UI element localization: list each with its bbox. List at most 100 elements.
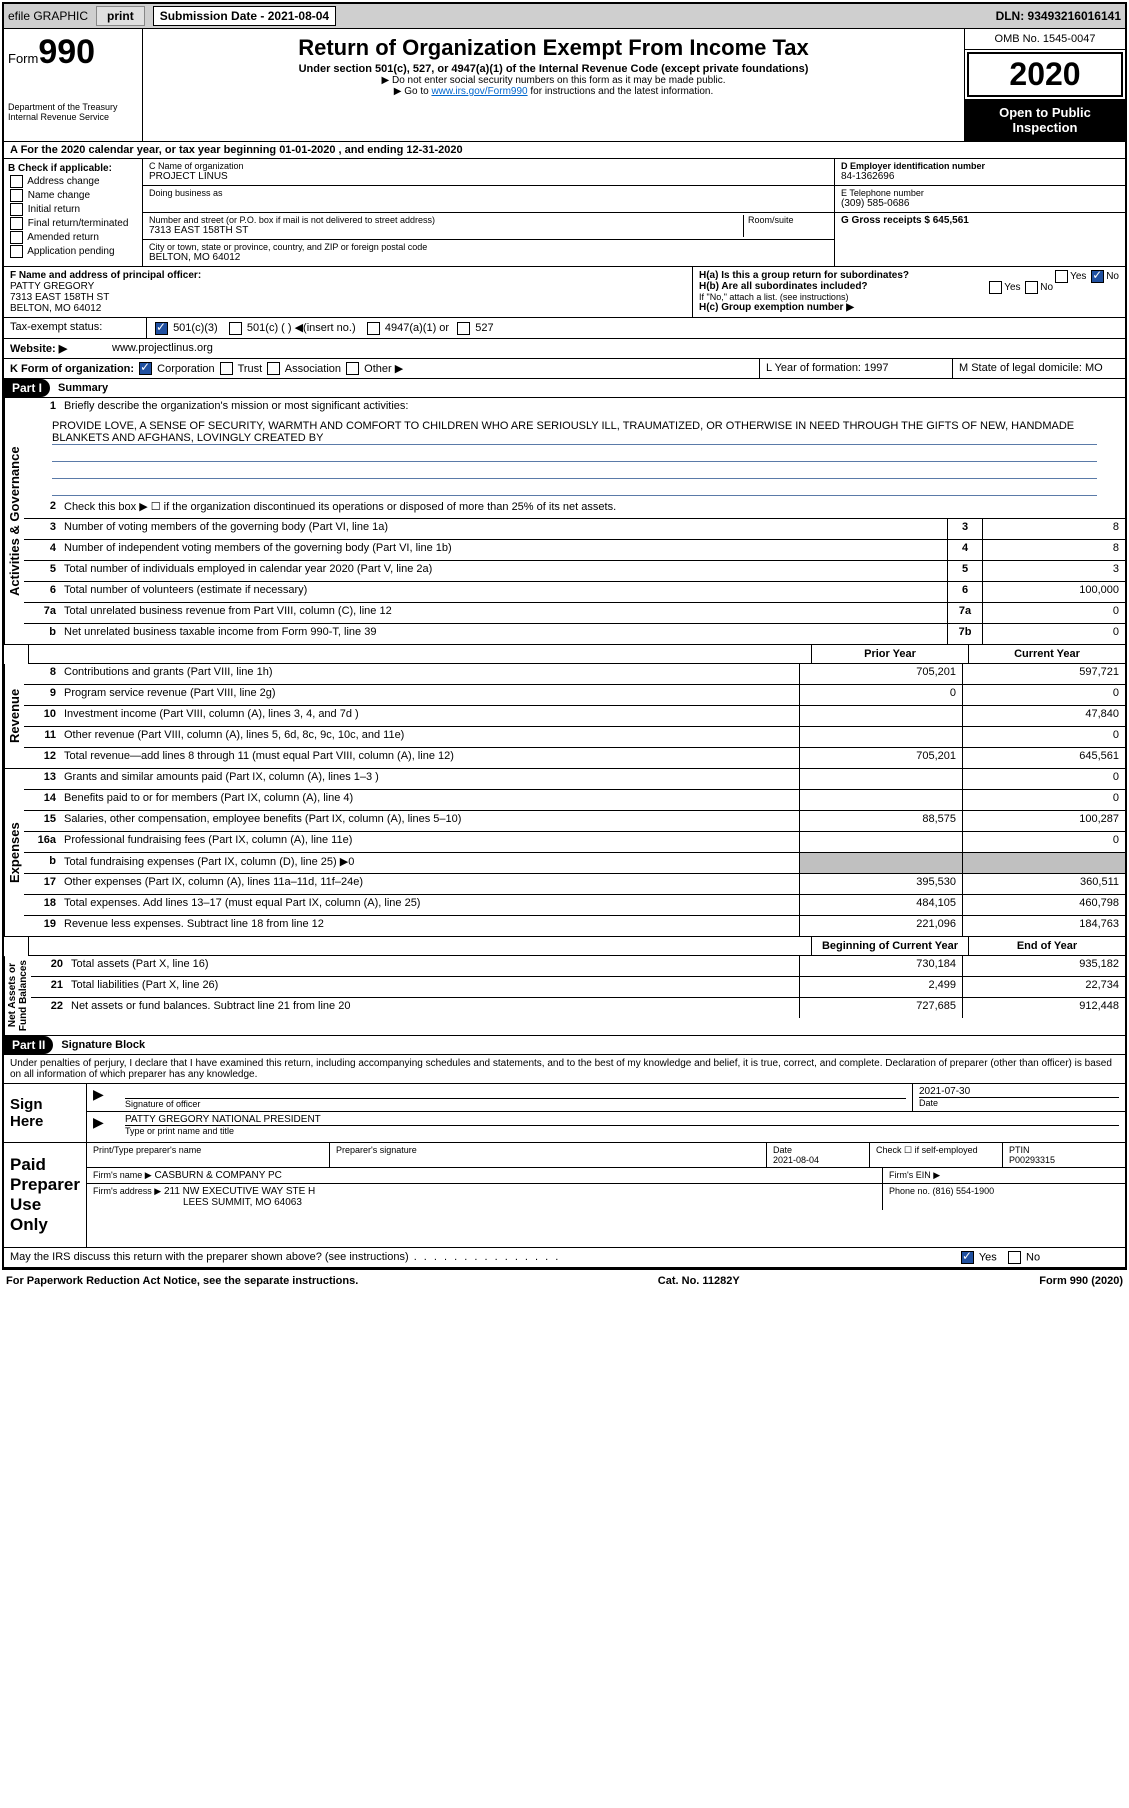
open-inspection: Open to Public Inspection <box>965 99 1125 141</box>
discuss-row: May the IRS discuss this return with the… <box>4 1248 1125 1268</box>
sig-officer-label: Signature of officer <box>125 1098 906 1109</box>
row-a: A For the 2020 calendar year, or tax yea… <box>4 142 1125 159</box>
chk-amended[interactable]: Amended return <box>8 231 138 244</box>
dba-label: Doing business as <box>149 188 828 198</box>
box-b-label: B Check if applicable: <box>8 163 138 174</box>
footer-left: For Paperwork Reduction Act Notice, see … <box>6 1275 358 1287</box>
footer-mid: Cat. No. 11282Y <box>658 1275 740 1287</box>
l-label: L Year of formation: 1997 <box>760 359 953 379</box>
sig-date-label: Date <box>919 1097 1119 1108</box>
arrow-icon: ▶ <box>87 1084 119 1111</box>
chk-name[interactable]: Name change <box>8 189 138 202</box>
table-row: 4Number of independent voting members of… <box>24 540 1125 561</box>
note-pre: ▶ Go to <box>394 86 432 97</box>
table-row: 7aTotal unrelated business revenue from … <box>24 603 1125 624</box>
firm-phone: Phone no. (816) 554-1900 <box>883 1184 1125 1210</box>
chk-501c3[interactable]: 501(c)(3) <box>173 322 218 334</box>
line1-label: Briefly describe the organization's miss… <box>60 398 1125 418</box>
ptin-val: P00293315 <box>1009 1155 1055 1165</box>
table-row: bTotal fundraising expenses (Part IX, co… <box>24 853 1125 874</box>
table-row: 9Program service revenue (Part VIII, lin… <box>24 685 1125 706</box>
part1-title: Summary <box>50 379 1125 397</box>
chk-app-pending[interactable]: Application pending <box>8 245 138 258</box>
irs-link[interactable]: www.irs.gov/Form990 <box>431 86 527 97</box>
table-row: 11Other revenue (Part VIII, column (A), … <box>24 727 1125 748</box>
room-label: Room/suite <box>744 215 828 237</box>
arrow-icon: ▶ <box>87 1112 119 1138</box>
section-expenses: Expenses 13Grants and similar amounts pa… <box>4 769 1125 937</box>
hdr-current: Current Year <box>968 645 1125 663</box>
net-col-headers: Beginning of Current Year End of Year <box>29 937 1125 956</box>
website-label: Website: ▶ <box>4 339 106 358</box>
row-website: Website: ▶ www.projectlinus.org <box>4 339 1125 359</box>
chk-501c[interactable]: 501(c) ( ) ◀(insert no.) <box>247 322 356 334</box>
chk-other[interactable]: Other ▶ <box>364 363 403 375</box>
city-label: City or town, state or province, country… <box>149 242 828 252</box>
chk-527[interactable]: 527 <box>475 322 493 334</box>
firm-addr1: 211 NW EXECUTIVE WAY STE H <box>164 1186 315 1197</box>
sig-date: 2021-07-30 <box>919 1086 1119 1097</box>
website-val: www.projectlinus.org <box>106 339 219 358</box>
ha-label: H(a) Is this a group return for subordin… <box>699 270 909 281</box>
section-governance: Activities & Governance 1 Briefly descri… <box>4 398 1125 645</box>
vlabel-governance: Activities & Governance <box>4 398 24 644</box>
section-revenue-wrap: Prior Year Current Year <box>4 645 1125 664</box>
omb-number: OMB No. 1545-0047 <box>965 29 1125 50</box>
chk-address[interactable]: Address change <box>8 175 138 188</box>
part1-badge: Part I <box>4 379 50 397</box>
part2-header: Part II Signature Block <box>4 1036 1125 1055</box>
hdr-end: End of Year <box>968 937 1125 955</box>
table-row: 16aProfessional fundraising fees (Part I… <box>24 832 1125 853</box>
discuss-yes[interactable]: Yes <box>979 1252 997 1264</box>
hdr-prior: Prior Year <box>811 645 968 663</box>
discuss-no[interactable]: No <box>1026 1252 1040 1264</box>
print-button[interactable]: print <box>96 6 145 26</box>
chk-trust[interactable]: Trust <box>238 363 263 375</box>
officer-name: PATTY GREGORY <box>10 281 686 292</box>
addr-val: 7313 EAST 158TH ST <box>149 225 739 236</box>
table-row: 8Contributions and grants (Part VIII, li… <box>24 664 1125 685</box>
table-row: 3Number of voting members of the governi… <box>24 519 1125 540</box>
chk-4947[interactable]: 4947(a)(1) or <box>385 322 449 334</box>
table-row: 18Total expenses. Add lines 13–17 (must … <box>24 895 1125 916</box>
e-label: E Telephone number <box>841 188 1119 198</box>
header-left: Form990 Department of the Treasury Inter… <box>4 29 143 141</box>
block-b-g: B Check if applicable: Address change Na… <box>4 159 1125 267</box>
form-header: Form990 Department of the Treasury Inter… <box>4 29 1125 142</box>
header-right: OMB No. 1545-0047 2020 Open to Public In… <box>964 29 1125 141</box>
chk-initial[interactable]: Initial return <box>8 203 138 216</box>
form-word: Form <box>8 51 38 66</box>
mission-content: PROVIDE LOVE, A SENSE OF SECURITY, WARMT… <box>52 420 1097 445</box>
sign-here-label: Sign Here <box>4 1084 87 1142</box>
irs-label: Internal Revenue Service <box>8 112 138 122</box>
table-row: 12Total revenue—add lines 8 through 11 (… <box>24 748 1125 768</box>
table-row: 20Total assets (Part X, line 16)730,1849… <box>31 956 1125 977</box>
chk-corp[interactable]: Corporation <box>157 363 214 375</box>
chk-assoc[interactable]: Association <box>285 363 341 375</box>
note-ssn: ▶ Do not enter social security numbers o… <box>151 75 956 86</box>
part2-title: Signature Block <box>53 1036 1125 1054</box>
table-row: 14Benefits paid to or for members (Part … <box>24 790 1125 811</box>
city-val: BELTON, MO 64012 <box>149 252 828 263</box>
ha-no: No <box>1106 271 1119 282</box>
table-row: bNet unrelated business taxable income f… <box>24 624 1125 644</box>
efile-label: efile GRAPHIC <box>8 9 88 23</box>
section-net-hdr: Beginning of Current Year End of Year <box>4 937 1125 956</box>
dept-label: Department of the Treasury <box>8 102 138 112</box>
box-c: C Name of organization PROJECT LINUS Doi… <box>143 159 835 266</box>
prep-sig-label: Preparer's signature <box>330 1143 767 1167</box>
chk-final[interactable]: Final return/terminated <box>8 217 138 230</box>
tax-year: 2020 <box>969 54 1121 95</box>
header-mid: Return of Organization Exempt From Incom… <box>143 29 964 141</box>
sign-here: Sign Here ▶ Signature of officer 2021-07… <box>4 1084 1125 1143</box>
vlabel-revenue: Revenue <box>4 664 24 768</box>
officer-printed-label: Type or print name and title <box>125 1125 1119 1136</box>
table-row: 13Grants and similar amounts paid (Part … <box>24 769 1125 790</box>
ein-val: 84-1362696 <box>841 171 1119 182</box>
ha-yes: Yes <box>1070 271 1086 282</box>
note-post: for instructions and the latest informat… <box>528 86 714 97</box>
mission-text: PROVIDE LOVE, A SENSE OF SECURITY, WARMT… <box>24 418 1125 498</box>
officer-printed: PATTY GREGORY NATIONAL PRESIDENT <box>125 1114 1119 1125</box>
section-net: Net Assets orFund Balances 20Total asset… <box>4 956 1125 1036</box>
tax-status-label: Tax-exempt status: <box>4 318 147 338</box>
